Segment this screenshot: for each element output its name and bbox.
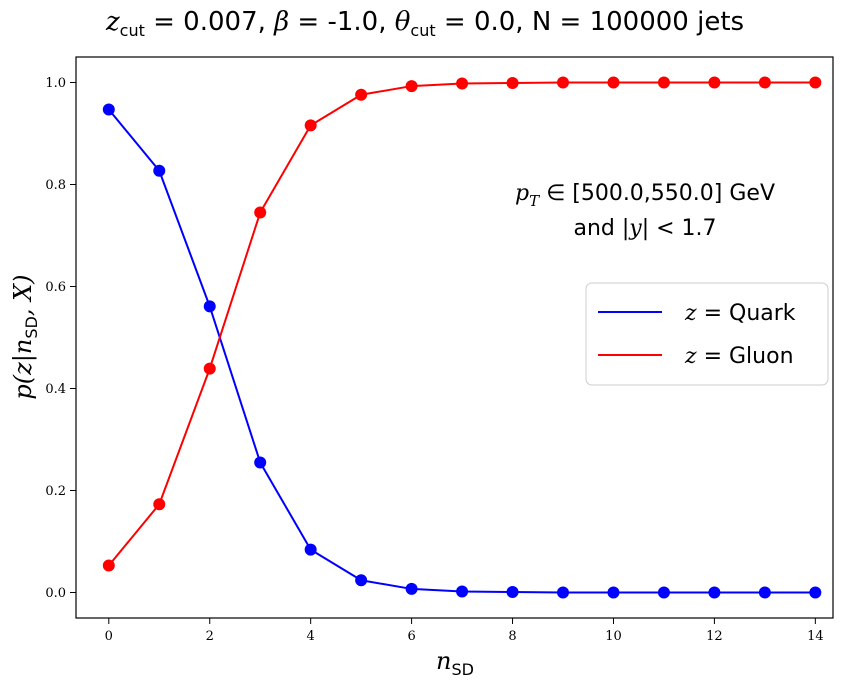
data-point-gluon	[456, 77, 469, 90]
x-tick-label: 0	[105, 629, 113, 644]
data-point-quark	[809, 586, 822, 599]
y-axis: 0.0 0.2 0.4 0.6 0.8 1.0	[45, 76, 76, 601]
series-layer	[102, 76, 822, 599]
data-point-gluon	[506, 77, 519, 90]
plot-frame	[75, 56, 834, 619]
data-point-gluon	[355, 88, 368, 101]
y-tick-label: 1.0	[45, 76, 66, 91]
data-point-quark	[557, 586, 569, 599]
x-tick-label: 12	[706, 629, 723, 644]
data-point-gluon	[304, 119, 317, 132]
data-point-gluon	[607, 76, 620, 89]
data-point-quark	[607, 586, 620, 599]
y-tick-label: 0.6	[45, 280, 66, 295]
legend-quark-label: z = Quark	[684, 301, 796, 326]
y-tick-label: 0.2	[45, 484, 66, 499]
legend-gluon-label: z = Gluon	[684, 344, 794, 369]
annotation-pt-range: pT ∈ [500.0,550.0] GeV	[515, 181, 775, 210]
y-tick-label: 0.0	[45, 586, 66, 601]
x-tick-label: 6	[407, 629, 415, 644]
x-tick-label: 10	[605, 629, 622, 644]
data-point-quark	[203, 300, 216, 313]
data-point-gluon	[708, 76, 721, 89]
data-point-quark	[153, 164, 166, 177]
annotation-rapidity: and |y| < 1.7	[573, 216, 716, 241]
data-point-gluon	[254, 206, 267, 219]
y-axis-label: p(z|nSD, X)	[9, 274, 41, 399]
data-point-gluon	[809, 76, 822, 89]
data-point-quark	[657, 586, 670, 599]
data-point-quark	[304, 543, 317, 556]
data-point-gluon	[657, 76, 670, 89]
y-tick-label: 0.8	[45, 178, 66, 193]
data-point-gluon	[153, 498, 166, 511]
data-point-quark	[506, 585, 519, 598]
x-axis: 0 2 4 6 8 10 12 14	[105, 618, 824, 644]
data-point-gluon	[203, 362, 216, 375]
x-tick-label: 4	[307, 629, 315, 644]
data-point-gluon	[405, 80, 418, 93]
x-tick-label: 14	[807, 629, 824, 644]
data-point-quark	[355, 574, 368, 587]
data-point-quark	[758, 586, 771, 599]
data-point-gluon	[102, 559, 115, 572]
y-tick-label: 0.4	[45, 382, 66, 397]
data-point-quark	[102, 103, 115, 116]
x-axis-label: nSD	[436, 647, 474, 679]
data-point-quark	[708, 586, 721, 599]
data-point-quark	[254, 456, 267, 469]
data-point-quark	[405, 582, 418, 595]
data-point-quark	[456, 585, 469, 598]
data-point-gluon	[557, 76, 569, 89]
x-tick-label: 8	[508, 629, 516, 644]
data-point-gluon	[758, 76, 771, 89]
legend: z = Quark z = Gluon	[585, 282, 829, 386]
legend-box	[585, 282, 829, 386]
chart-title: zcut = 0.007, β = -1.0, θcut = 0.0, N = …	[105, 7, 744, 40]
x-tick-label: 2	[206, 629, 214, 644]
